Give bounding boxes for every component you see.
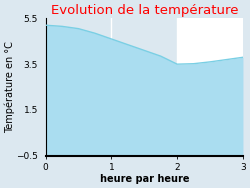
Y-axis label: Température en °C: Température en °C [4,41,15,133]
Title: Evolution de la température: Evolution de la température [50,4,238,17]
Bar [46,18,177,156]
X-axis label: heure par heure: heure par heure [100,174,189,184]
Bar [177,18,243,156]
